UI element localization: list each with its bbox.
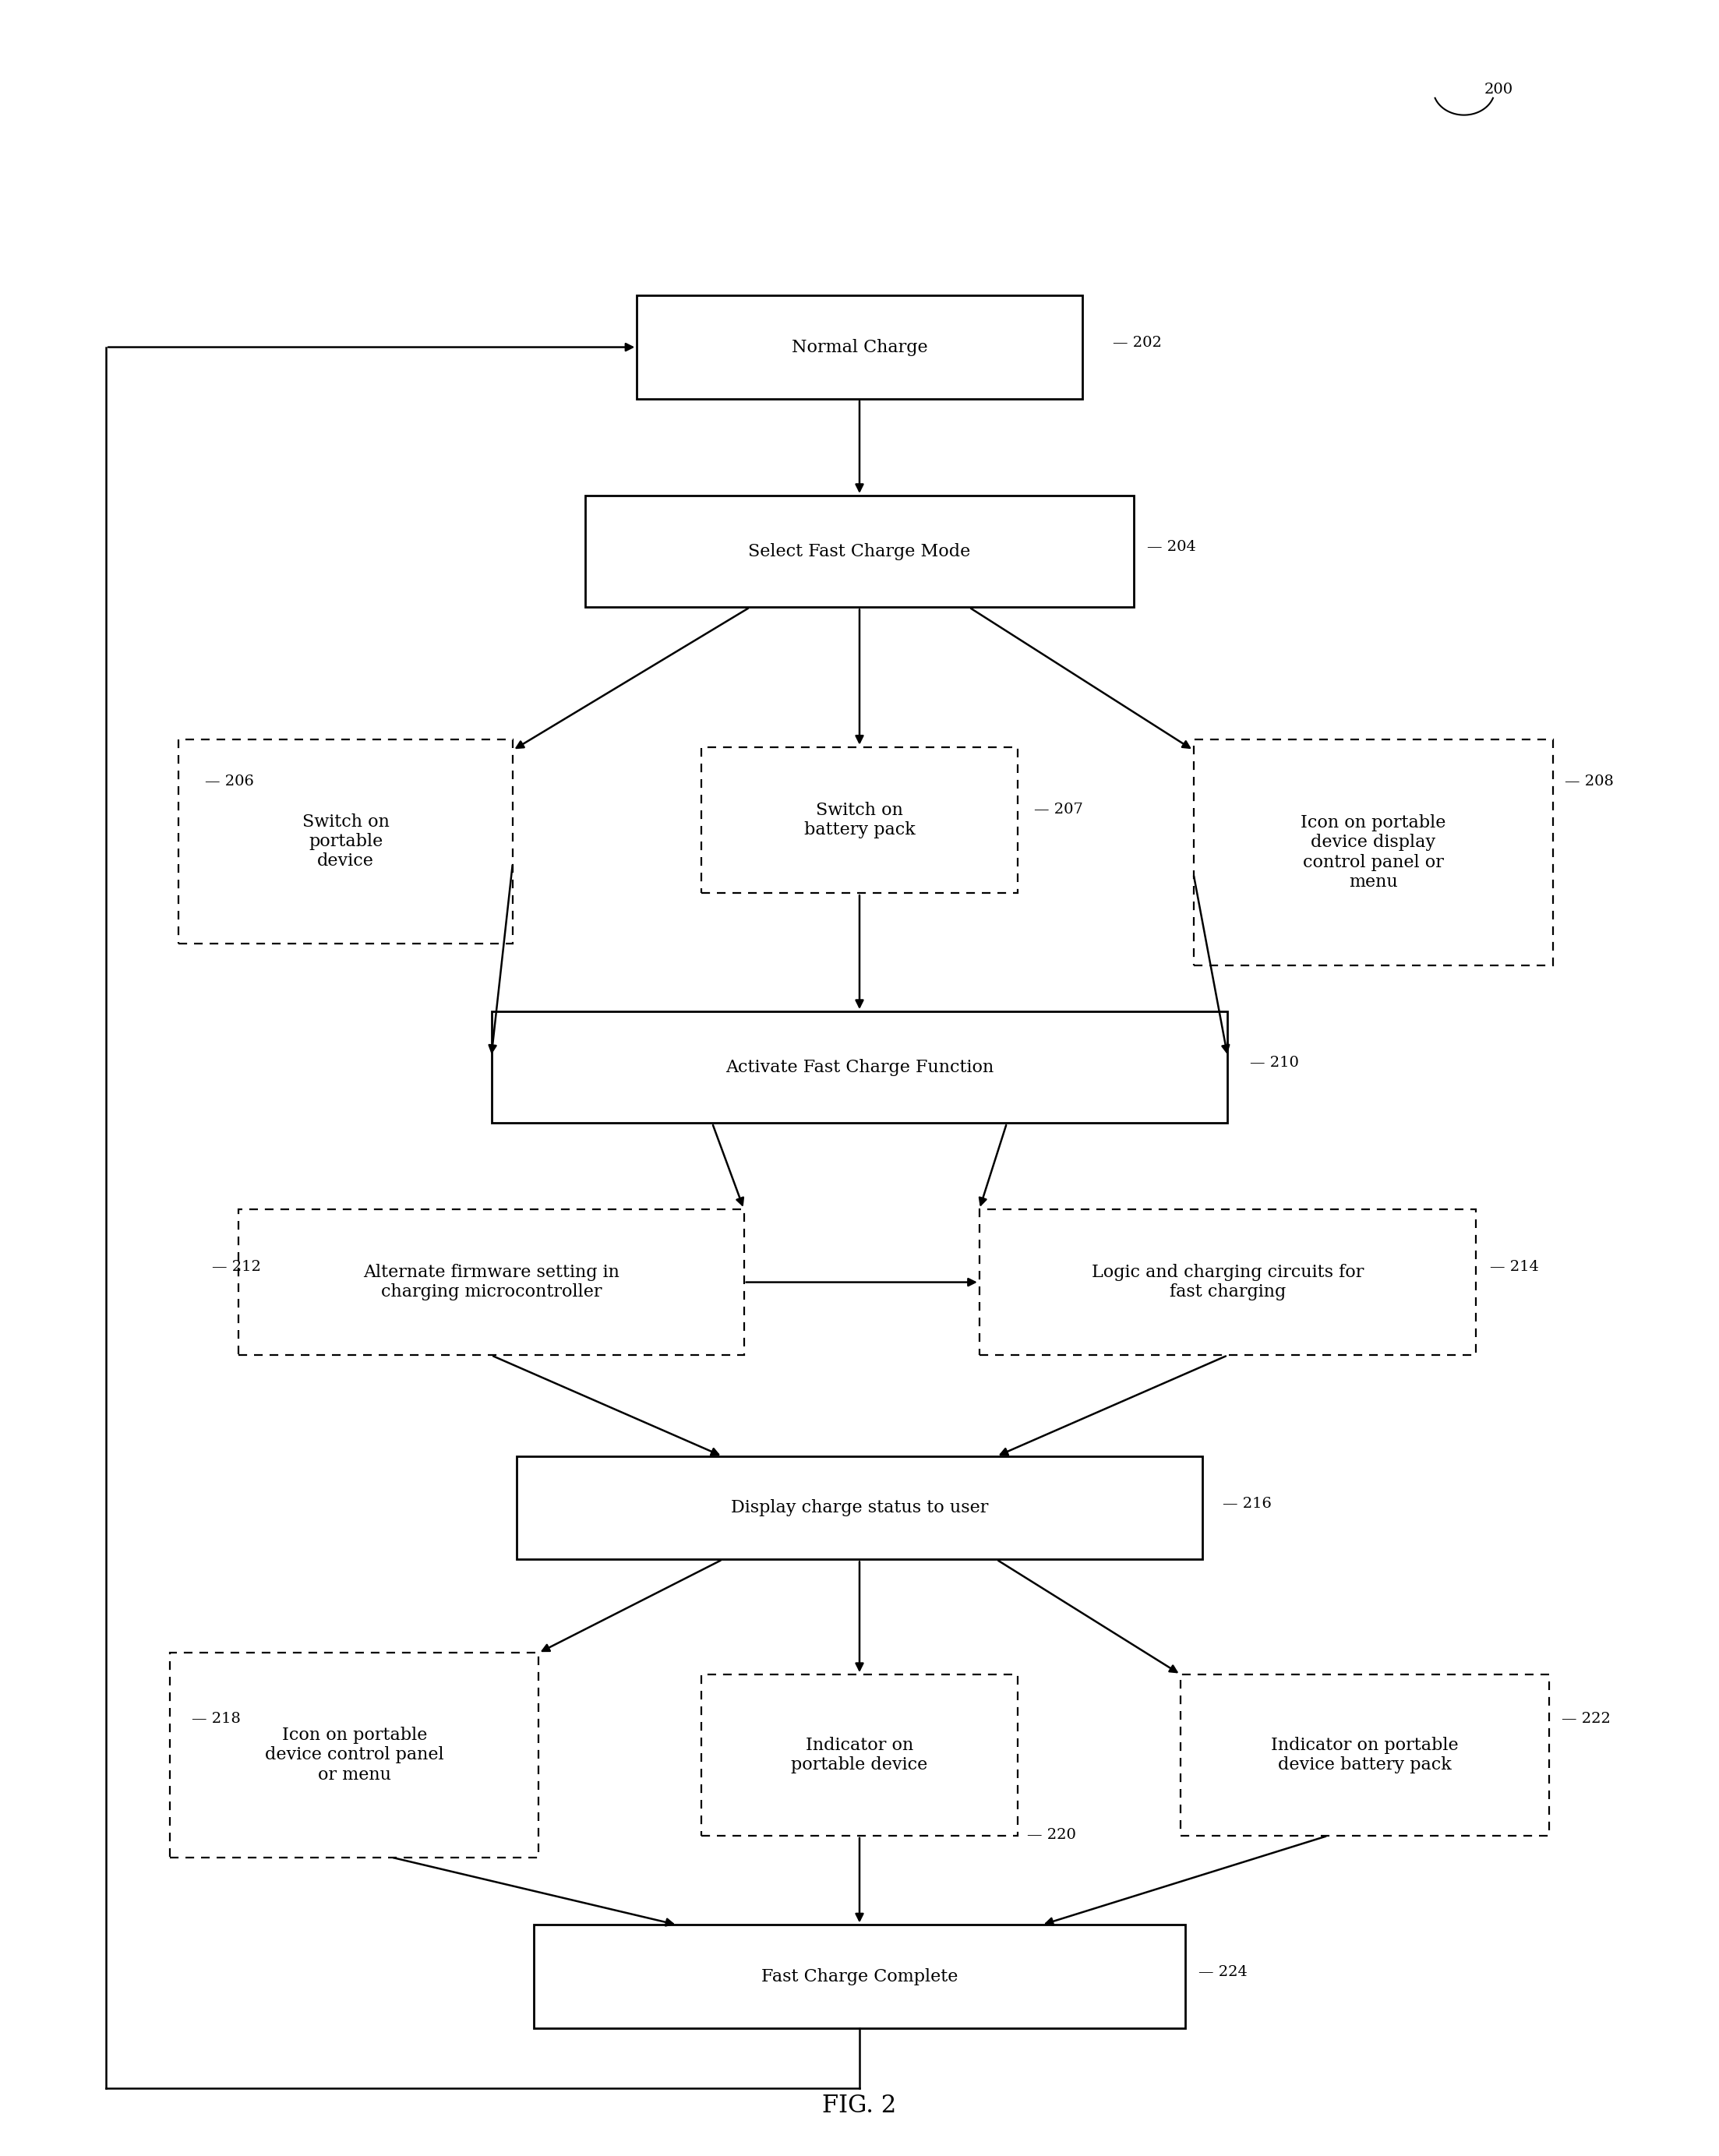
- Text: — 202: — 202: [1112, 336, 1162, 349]
- Text: Display charge status to user: Display charge status to user: [731, 1498, 988, 1516]
- FancyBboxPatch shape: [701, 746, 1018, 893]
- FancyBboxPatch shape: [179, 740, 512, 944]
- FancyBboxPatch shape: [1181, 1675, 1549, 1835]
- Text: Icon on portable
device control panel
or menu: Icon on portable device control panel or…: [265, 1727, 444, 1783]
- FancyBboxPatch shape: [701, 1675, 1018, 1835]
- FancyBboxPatch shape: [980, 1210, 1477, 1356]
- Text: Indicator on
portable device: Indicator on portable device: [791, 1736, 928, 1774]
- FancyBboxPatch shape: [517, 1455, 1202, 1559]
- Text: — 220: — 220: [1028, 1828, 1076, 1841]
- Text: Activate Fast Charge Function: Activate Fast Charge Function: [725, 1059, 994, 1076]
- Text: Select Fast Charge Mode: Select Fast Charge Mode: [748, 543, 971, 561]
- Text: — 210: — 210: [1250, 1056, 1300, 1069]
- Text: Normal Charge: Normal Charge: [791, 338, 928, 356]
- Text: — 207: — 207: [1035, 802, 1083, 817]
- Text: — 204: — 204: [1147, 539, 1196, 554]
- FancyBboxPatch shape: [492, 1011, 1227, 1123]
- Text: Logic and charging circuits for
fast charging: Logic and charging circuits for fast cha…: [1092, 1263, 1363, 1300]
- Text: Switch on
portable
device: Switch on portable device: [303, 813, 388, 869]
- FancyBboxPatch shape: [170, 1654, 538, 1856]
- Text: — 212: — 212: [211, 1259, 261, 1274]
- Text: Fast Charge Complete: Fast Charge Complete: [762, 1968, 957, 1986]
- FancyBboxPatch shape: [1193, 740, 1552, 966]
- FancyBboxPatch shape: [636, 295, 1083, 399]
- Text: — 216: — 216: [1222, 1496, 1272, 1511]
- Text: — 218: — 218: [191, 1712, 241, 1725]
- Text: Icon on portable
device display
control panel or
menu: Icon on portable device display control …: [1301, 815, 1446, 890]
- Text: Indicator on portable
device battery pack: Indicator on portable device battery pac…: [1270, 1736, 1458, 1774]
- Text: — 222: — 222: [1561, 1712, 1611, 1725]
- FancyBboxPatch shape: [586, 496, 1133, 608]
- Text: — 224: — 224: [1198, 1964, 1248, 1979]
- Text: — 206: — 206: [205, 774, 254, 789]
- Text: — 208: — 208: [1564, 774, 1614, 789]
- Text: Alternate firmware setting in
charging microcontroller: Alternate firmware setting in charging m…: [363, 1263, 619, 1300]
- FancyBboxPatch shape: [239, 1210, 744, 1356]
- Text: FIG. 2: FIG. 2: [822, 2093, 897, 2117]
- FancyBboxPatch shape: [535, 1925, 1184, 2029]
- Text: Switch on
battery pack: Switch on battery pack: [804, 802, 915, 839]
- Text: — 214: — 214: [1490, 1259, 1539, 1274]
- Text: 200: 200: [1485, 82, 1513, 97]
